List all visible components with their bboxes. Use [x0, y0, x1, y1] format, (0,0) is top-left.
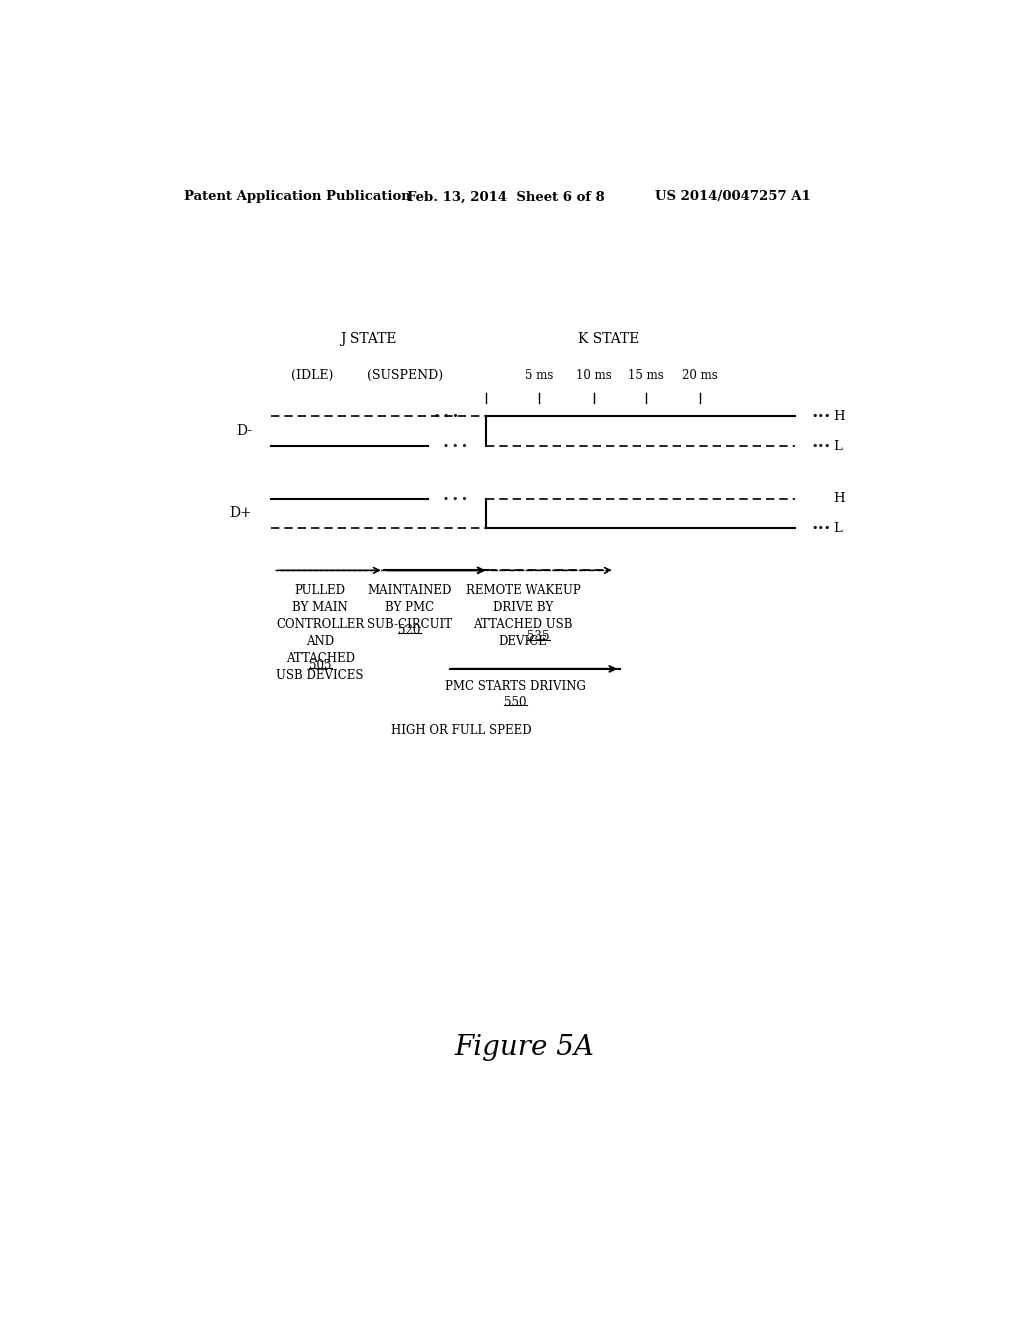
Text: HIGH OR FULL SPEED: HIGH OR FULL SPEED [391, 725, 531, 738]
Text: 20 ms: 20 ms [682, 370, 718, 381]
Text: J STATE: J STATE [340, 333, 396, 346]
Text: 550: 550 [504, 696, 526, 709]
Text: Feb. 13, 2014  Sheet 6 of 8: Feb. 13, 2014 Sheet 6 of 8 [407, 190, 605, 203]
Text: •••: ••• [812, 523, 831, 533]
Text: PMC STARTS DRIVING: PMC STARTS DRIVING [445, 681, 586, 693]
Text: (IDLE): (IDLE) [291, 370, 334, 381]
Text: • • •: • • • [442, 494, 467, 504]
Text: (SUSPEND): (SUSPEND) [368, 370, 443, 381]
Text: 505: 505 [309, 659, 332, 672]
Text: D-: D- [236, 424, 252, 438]
Text: •••: ••• [812, 412, 831, 421]
Text: 15 ms: 15 ms [628, 370, 664, 381]
Text: H: H [834, 409, 845, 422]
Text: •••: ••• [812, 441, 831, 451]
Text: Patent Application Publication: Patent Application Publication [183, 190, 411, 203]
Text: Figure 5A: Figure 5A [455, 1035, 595, 1061]
Text: 10 ms: 10 ms [575, 370, 611, 381]
Text: • • •: • • • [433, 412, 458, 421]
Text: L: L [834, 521, 842, 535]
Text: 5 ms: 5 ms [524, 370, 553, 381]
Text: 535: 535 [527, 631, 550, 643]
Text: MAINTAINED
BY PMC
SUB-CIRCUIT: MAINTAINED BY PMC SUB-CIRCUIT [367, 585, 452, 631]
Text: • • •: • • • [442, 441, 467, 451]
Text: PULLED
BY MAIN
CONTROLLER
AND
ATTACHED
USB DEVICES: PULLED BY MAIN CONTROLLER AND ATTACHED U… [276, 585, 365, 682]
Text: L: L [834, 440, 842, 453]
Text: D+: D+ [229, 507, 252, 520]
Text: REMOTE WAKEUP
DRIVE BY
ATTACHED USB
DEVICE: REMOTE WAKEUP DRIVE BY ATTACHED USB DEVI… [466, 585, 581, 648]
Text: H: H [834, 492, 845, 506]
Text: 520: 520 [398, 624, 421, 638]
Text: K STATE: K STATE [578, 333, 639, 346]
Text: US 2014/0047257 A1: US 2014/0047257 A1 [655, 190, 811, 203]
